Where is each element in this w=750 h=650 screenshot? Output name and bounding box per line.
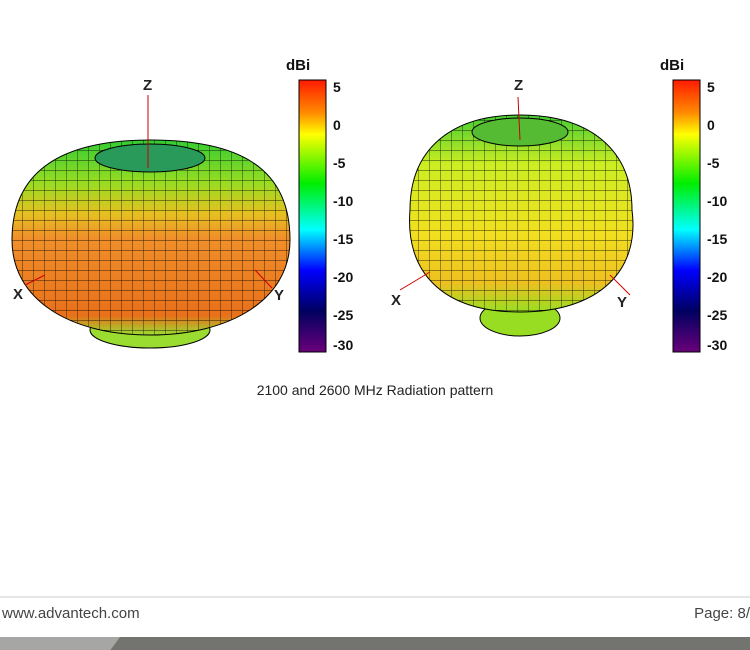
tick: 5 [333,79,341,95]
tick: 5 [707,79,715,95]
tick: 0 [333,117,341,133]
figure-caption: 2100 and 2600 MHz Radiation pattern [256,382,494,398]
footer-page-number: Page: 8/ [694,605,750,622]
radiation-plots [11,79,701,353]
tick: -15 [707,231,728,247]
tick: -30 [333,337,354,353]
colorbar-unit: dBi [660,57,685,74]
footer-divider [0,596,750,598]
colorbar-unit: dBi [286,57,311,74]
tick: -15 [333,231,354,247]
tick: -30 [707,337,728,353]
footer-bar-accent [0,637,120,650]
tick: -20 [707,269,728,285]
radiation-pattern-2600 [399,96,634,337]
colorbar-1 [298,79,327,353]
tick: -25 [333,307,354,323]
z-axis-label: Z [143,77,153,94]
tick: -25 [707,307,728,323]
y-axis-label: Y [274,287,285,304]
tick: -5 [333,155,346,171]
y-axis-line [254,269,273,289]
tick: -10 [333,193,354,209]
x-axis-label: X [391,292,402,309]
tick: -20 [333,269,354,285]
radiation-pattern-2100 [11,95,291,349]
colorbar-2 [672,79,701,353]
footer-bar [0,637,750,650]
y-axis-label: Y [617,294,628,311]
footer-website: www.advantech.com [2,605,140,622]
z-axis-label: Z [514,77,524,94]
x-axis-line [24,274,46,286]
x-axis-label: X [13,286,24,303]
tick: -5 [707,155,720,171]
tick: 0 [707,117,715,133]
tick: -10 [707,193,728,209]
